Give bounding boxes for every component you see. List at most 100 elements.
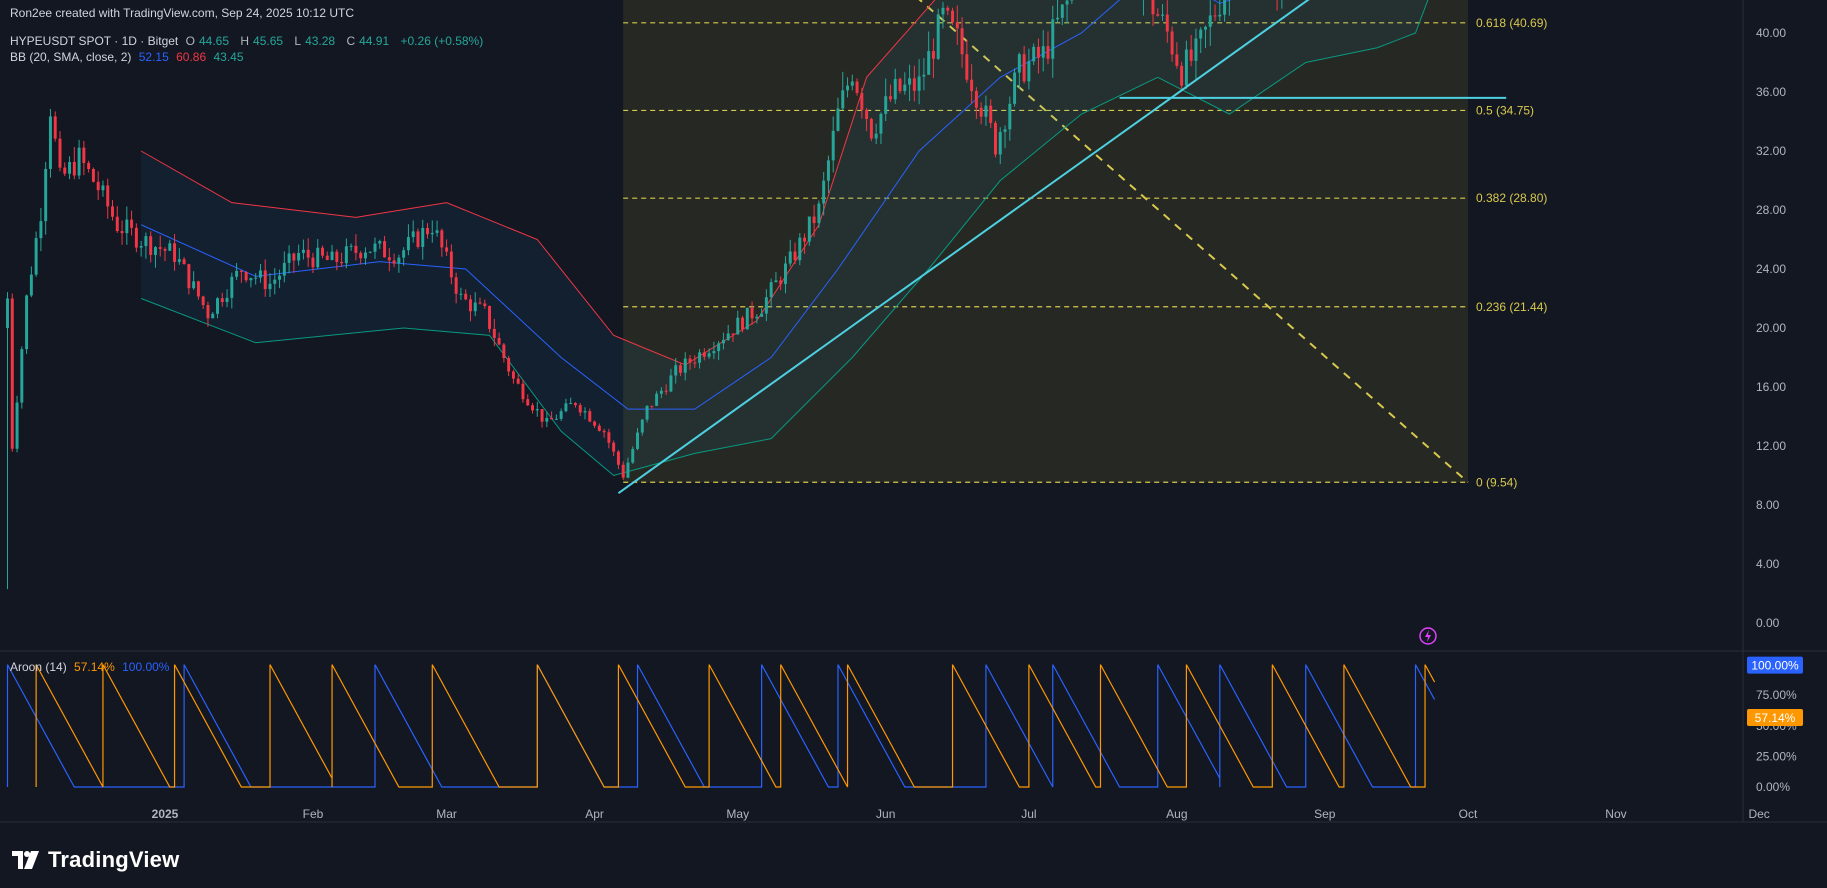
aroon-legend[interactable]: Aroon (14) 57.14% 100.00% <box>10 660 173 674</box>
candle-body <box>39 221 43 239</box>
candle-body <box>1003 129 1007 132</box>
time-tick-label: Dec <box>1748 807 1769 821</box>
candle-body <box>144 236 148 247</box>
ohlc-high: H 45.65 <box>240 34 284 48</box>
candle-body <box>63 167 67 174</box>
candle-body <box>10 298 14 449</box>
candle-body <box>1070 0 1074 1</box>
candle-body <box>1041 46 1045 58</box>
chart-credit: Ron2ee created with TradingView.com, Sep… <box>10 6 354 20</box>
candle-body <box>115 216 119 232</box>
candle-body <box>111 206 114 217</box>
candle-body <box>616 451 620 465</box>
candle-body <box>769 282 773 298</box>
price-tick-label: 28.00 <box>1756 203 1786 217</box>
candle-body <box>168 243 172 251</box>
time-tick-label: Oct <box>1459 807 1478 821</box>
time-tick-label: Nov <box>1605 807 1626 821</box>
candle-body <box>77 147 81 176</box>
bollinger-legend[interactable]: BB (20, SMA, close, 2) 52.15 60.86 43.45 <box>10 50 248 64</box>
candle-body <box>354 245 358 253</box>
candle-body <box>325 255 329 260</box>
candle-body <box>955 22 959 29</box>
candle-body <box>1204 26 1207 30</box>
candle-body <box>917 76 921 91</box>
candle-body <box>912 78 916 91</box>
fib-level-label: 0.5 (34.75) <box>1476 103 1534 117</box>
candle-body <box>297 253 301 261</box>
candle-body <box>29 274 33 296</box>
candle-body <box>134 227 138 248</box>
candle-body <box>492 328 496 339</box>
candle-body <box>807 216 811 242</box>
symbol-label: HYPEUSDT SPOT · 1D · Bitget <box>10 34 179 48</box>
candle-body <box>182 259 186 265</box>
candle-body <box>898 78 902 92</box>
candle-body <box>831 130 835 161</box>
candle-body <box>655 393 659 406</box>
candle-body <box>335 251 339 262</box>
time-tick-label: May <box>726 807 749 821</box>
candle-body <box>158 247 162 249</box>
candle-body <box>173 243 177 262</box>
fib-diagonal-line <box>918 0 1469 484</box>
candle-body <box>1046 46 1050 59</box>
candle-body <box>1032 46 1036 62</box>
bollinger-lower-value: 43.45 <box>213 50 244 64</box>
candle-body <box>163 248 167 251</box>
candle-body <box>301 249 305 254</box>
candle-body <box>402 250 406 258</box>
candle-body <box>927 51 931 75</box>
candle-body <box>965 54 969 80</box>
candle-body <box>20 349 24 403</box>
candle-body <box>550 417 554 420</box>
aroon-down-value: 100.00% <box>122 660 170 674</box>
candle-body <box>44 168 48 222</box>
candle-body <box>139 246 143 248</box>
candle-body <box>869 119 873 139</box>
candle-body <box>650 405 654 407</box>
candle-body <box>321 247 324 256</box>
candle-body <box>836 108 840 131</box>
candle-body <box>430 232 434 235</box>
candle-body <box>478 302 482 304</box>
tradingview-logo[interactable]: TradingView <box>12 847 179 873</box>
candle-body <box>674 365 678 376</box>
candle-body <box>502 344 506 359</box>
candle-body <box>153 247 157 255</box>
candle-body <box>244 271 248 281</box>
candle-body <box>593 421 597 426</box>
lightning-icon[interactable] <box>1419 627 1437 645</box>
candle-body <box>812 216 816 224</box>
candle-body <box>903 84 907 92</box>
candle-body <box>736 317 740 335</box>
candle-body <box>82 147 86 163</box>
bollinger-basis-line <box>140 0 1232 410</box>
fib-level-label: 0.236 (21.44) <box>1476 300 1547 314</box>
candle-body <box>951 10 955 23</box>
candle-body <box>554 418 558 420</box>
candle-body <box>559 411 563 419</box>
candle-body <box>130 219 134 228</box>
candle-body <box>201 296 205 306</box>
candle-body <box>249 278 253 281</box>
candle-body <box>48 116 52 169</box>
candle-body <box>268 283 272 290</box>
candle-body <box>764 297 768 314</box>
aroon-label: Aroon (14) <box>10 660 67 674</box>
candle-body <box>340 261 344 264</box>
price-tick-label: 0.00 <box>1756 616 1780 630</box>
candle-body <box>1151 0 1155 15</box>
candle-body <box>196 281 200 297</box>
candle-body <box>874 133 878 139</box>
candle-body <box>540 409 544 422</box>
candle-body <box>535 409 539 411</box>
candle-body <box>850 81 854 86</box>
candle-body <box>149 236 153 255</box>
candle-body <box>1022 54 1026 82</box>
candle-body <box>383 241 387 258</box>
candle-body <box>998 131 1002 155</box>
candle-body <box>578 405 582 413</box>
